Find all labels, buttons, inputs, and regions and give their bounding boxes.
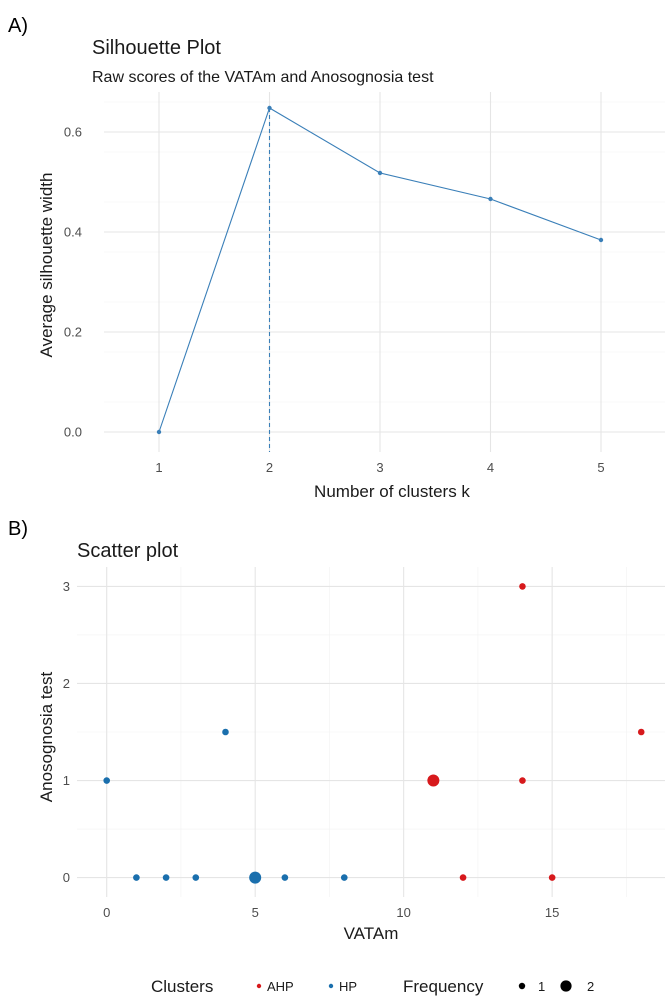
y-tick-label: 2	[63, 676, 70, 691]
scatter-legend: Clusters AHP HP Frequency 1 2	[151, 977, 594, 996]
legend-key-frequency-2	[560, 980, 572, 992]
scatter-x-axis-title: VATAm	[344, 924, 399, 943]
scatter-x-ticks: 0 5 10 15	[103, 905, 559, 920]
y-tick-label: 0.6	[64, 125, 82, 140]
scatter-point-hp	[103, 777, 110, 784]
scatter-point-ahp	[519, 777, 526, 784]
scatter-point-ahp	[427, 774, 440, 787]
x-tick-label: 15	[545, 905, 559, 920]
silhouette-grid	[104, 92, 665, 452]
silhouette-point	[488, 196, 493, 202]
legend-clusters-title: Clusters	[151, 977, 213, 996]
scatter-point-hp	[281, 874, 289, 881]
silhouette-x-ticks: 1 2 3 4 5	[155, 460, 604, 475]
scatter-point-hp	[340, 874, 348, 881]
silhouette-x-axis-title: Number of clusters k	[314, 482, 470, 501]
x-tick-label: 1	[155, 460, 162, 475]
scatter-point-ahp	[548, 874, 556, 881]
scatter-point-ahp	[637, 728, 645, 736]
scatter-point-hp	[133, 874, 140, 881]
silhouette-point	[267, 105, 272, 111]
y-tick-label: 1	[63, 773, 70, 788]
panel-a-subtitle: Raw scores of the VATAm and Anosognosia …	[92, 69, 434, 86]
silhouette-point	[598, 237, 604, 243]
silhouette-y-axis-title: Average silhouette width	[37, 173, 56, 358]
scatter-points	[103, 583, 645, 884]
legend-label-frequency-1: 1	[538, 979, 545, 994]
panel-b-letter: B)	[8, 518, 28, 540]
x-tick-label: 5	[252, 905, 259, 920]
silhouette-point	[377, 170, 383, 176]
panel-b-title: Scatter plot	[77, 540, 179, 562]
y-tick-label: 0.4	[64, 225, 82, 240]
silhouette-series	[156, 105, 604, 435]
x-tick-label: 4	[487, 460, 494, 475]
scatter-point-hp	[192, 874, 200, 881]
scatter-plot: 0 5 10 15 0 1 2 3	[63, 567, 665, 920]
panel-a-title: Silhouette Plot	[92, 37, 221, 59]
silhouette-y-ticks: 0.0 0.2 0.4 0.6	[64, 125, 82, 440]
legend-label-ahp: AHP	[267, 979, 294, 994]
scatter-point-hp	[249, 871, 262, 884]
legend-key-hp	[328, 983, 334, 989]
y-tick-label: 0.0	[64, 425, 82, 440]
legend-frequency-title: Frequency	[403, 977, 484, 996]
silhouette-point	[156, 429, 162, 435]
scatter-y-axis-title: Anosognosia test	[37, 672, 56, 803]
scatter-point-hp	[222, 728, 229, 736]
silhouette-plot: 1 2 3 4 5 0.0 0.2 0.4 0.6	[64, 92, 665, 475]
scatter-grid	[77, 567, 665, 897]
scatter-y-ticks: 0 1 2 3	[63, 579, 70, 885]
legend-key-ahp	[256, 983, 262, 989]
scatter-point-ahp	[459, 874, 467, 881]
scatter-point-hp	[162, 874, 170, 881]
legend-key-frequency-1	[518, 982, 526, 990]
x-tick-label: 2	[266, 460, 273, 475]
y-tick-label: 0	[63, 870, 70, 885]
y-tick-label: 3	[63, 579, 70, 594]
y-tick-label: 0.2	[64, 325, 82, 340]
panel-a-letter: A)	[8, 15, 28, 37]
x-tick-label: 0	[103, 905, 110, 920]
x-tick-label: 10	[396, 905, 410, 920]
legend-label-frequency-2: 2	[587, 979, 594, 994]
scatter-point-ahp	[519, 583, 526, 590]
x-tick-label: 5	[597, 460, 604, 475]
legend-label-hp: HP	[339, 979, 357, 994]
x-tick-label: 3	[376, 460, 383, 475]
